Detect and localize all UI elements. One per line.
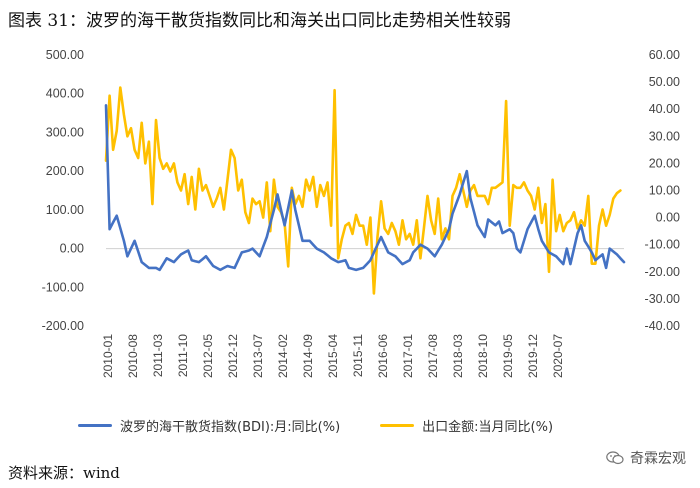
y-left-tick-label: 100.00	[46, 203, 84, 217]
x-tick-label: 2014-09	[301, 334, 315, 378]
legend-swatch-bdi	[78, 424, 112, 427]
x-tick-label: 2017-08	[426, 334, 440, 378]
x-tick-label: 2016-06	[376, 334, 390, 378]
x-tick-label: 2020-07	[551, 334, 565, 378]
y-left-tick-label: -200.00	[42, 319, 84, 333]
x-tick-label: 2010-08	[126, 334, 140, 378]
y-right-tick-label: -10.00	[645, 238, 680, 252]
source-note: 资料来源：wind	[8, 464, 120, 482]
y-right-tick-label: 40.00	[649, 102, 680, 116]
series-line-bdi	[104, 104, 626, 272]
brand-watermark: 奇霖宏观	[606, 448, 686, 468]
x-tick-label: 2015-04	[326, 334, 340, 378]
y-right-tick-label: -40.00	[645, 319, 680, 333]
y-right-tick-label: -20.00	[645, 265, 680, 279]
x-tick-label: 2019-05	[501, 334, 515, 378]
y-right-tick-label: 50.00	[649, 75, 680, 89]
y-right-tick-label: 0.00	[656, 211, 680, 225]
chart-title: 图表 31：波罗的海干散货指数同比和海关出口同比走势相关性较弱	[8, 11, 512, 31]
series-line-export	[104, 86, 622, 295]
x-tick-label: 2012-05	[201, 334, 215, 378]
x-tick-label: 2011-10	[176, 334, 190, 377]
y-left-tick-label: 0.00	[60, 242, 84, 256]
wechat-icon	[606, 451, 624, 465]
y-left-tick-label: -100.00	[42, 280, 84, 294]
legend-label-export: 出口金额:当月同比(%)	[422, 420, 554, 435]
y-right-tick-label: 60.00	[649, 48, 680, 62]
y-left-tick-label: 200.00	[46, 164, 84, 178]
x-tick-label: 2012-12	[226, 334, 240, 378]
x-tick-label: 2017-01	[401, 334, 415, 378]
x-tick-label: 2018-10	[476, 334, 490, 378]
y-left-tick-label: 400.00	[46, 87, 84, 101]
legend-item-export: 出口金额:当月同比(%)	[380, 416, 553, 435]
y-right-tick-label: 20.00	[649, 156, 680, 170]
y-right-tick-label: 10.00	[649, 184, 680, 198]
legend-swatch-export	[380, 424, 415, 427]
x-tick-label: 2011-03	[151, 334, 165, 377]
brand-name: 奇霖宏观	[630, 451, 686, 467]
legend-label-bdi: 波罗的海干散货指数(BDI):月:同比(%)	[120, 420, 341, 435]
y-right-tick-label: -30.00	[645, 292, 680, 306]
chart-legend: 波罗的海干散货指数(BDI):月:同比(%) 出口金额:当月同比(%)	[78, 416, 553, 435]
x-tick-label: 2019-12	[526, 334, 540, 378]
y-right-tick-label: 30.00	[649, 129, 680, 143]
y-left-tick-label: 300.00	[46, 125, 84, 139]
y-left-tick-label: 500.00	[46, 48, 84, 62]
x-tick-label: 2014-02	[276, 334, 290, 378]
x-tick-label: 2010-01	[101, 334, 115, 378]
x-tick-label: 2013-07	[251, 334, 265, 378]
legend-item-bdi: 波罗的海干散货指数(BDI):月:同比(%)	[78, 416, 340, 435]
x-tick-label: 2015-11	[351, 334, 365, 377]
x-tick-label: 2018-03	[451, 334, 465, 378]
